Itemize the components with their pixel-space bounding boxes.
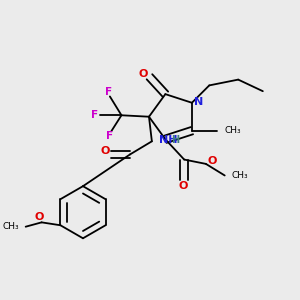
Text: H: H — [172, 135, 180, 145]
Text: CH₃: CH₃ — [232, 171, 249, 180]
Text: O: O — [139, 69, 148, 79]
Text: CH₃: CH₃ — [3, 222, 19, 231]
Text: F: F — [105, 87, 112, 97]
Text: F: F — [91, 110, 98, 120]
Text: NH: NH — [159, 135, 178, 145]
Text: CH₃: CH₃ — [225, 126, 241, 135]
Text: F: F — [106, 131, 113, 141]
Text: O: O — [208, 156, 217, 166]
Text: N: N — [194, 97, 203, 107]
Text: O: O — [101, 146, 110, 156]
Text: O: O — [34, 212, 43, 222]
Text: O: O — [178, 181, 188, 190]
